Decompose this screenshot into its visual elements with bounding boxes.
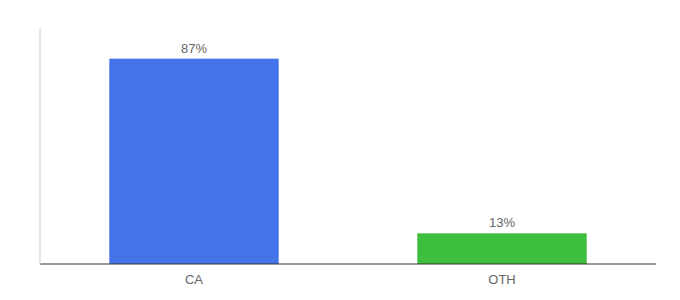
x-tick-label: CA (185, 272, 203, 287)
chart: 87% 13% CA OTH (0, 0, 680, 300)
x-axis-line (40, 264, 656, 265)
data-label: 87% (181, 41, 207, 56)
chart-container: 87% 13% CA OTH (0, 0, 680, 300)
data-label: 13% (489, 215, 515, 230)
page: {"chart_data": {"type": "bar", "categori… (0, 0, 680, 300)
bar (109, 59, 278, 264)
bars (109, 59, 586, 264)
y-axis-line (40, 28, 41, 264)
bar (417, 233, 586, 264)
x-tick-label: OTH (488, 272, 515, 287)
